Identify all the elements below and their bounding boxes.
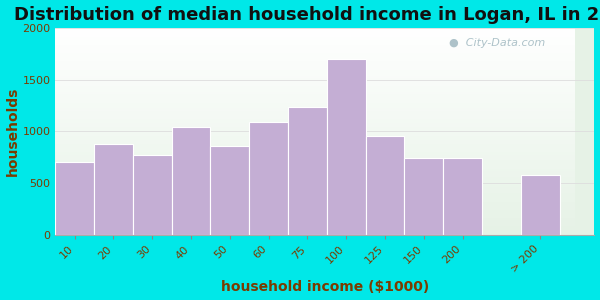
Bar [365, 136, 404, 235]
Bar [521, 175, 560, 235]
Bar [404, 158, 443, 235]
Bar [327, 59, 365, 235]
Bar [133, 154, 172, 235]
Bar [55, 162, 94, 235]
Bar [249, 122, 288, 235]
Text: ●  City-Data.com: ● City-Data.com [449, 38, 545, 48]
Bar [94, 144, 133, 235]
Bar [172, 127, 211, 235]
Title: Distribution of median household income in Logan, IL in 2022: Distribution of median household income … [14, 6, 600, 24]
Bar [288, 106, 327, 235]
Bar [211, 146, 249, 235]
X-axis label: household income ($1000): household income ($1000) [221, 280, 429, 294]
Bar [443, 158, 482, 235]
Y-axis label: households: households [5, 87, 20, 176]
